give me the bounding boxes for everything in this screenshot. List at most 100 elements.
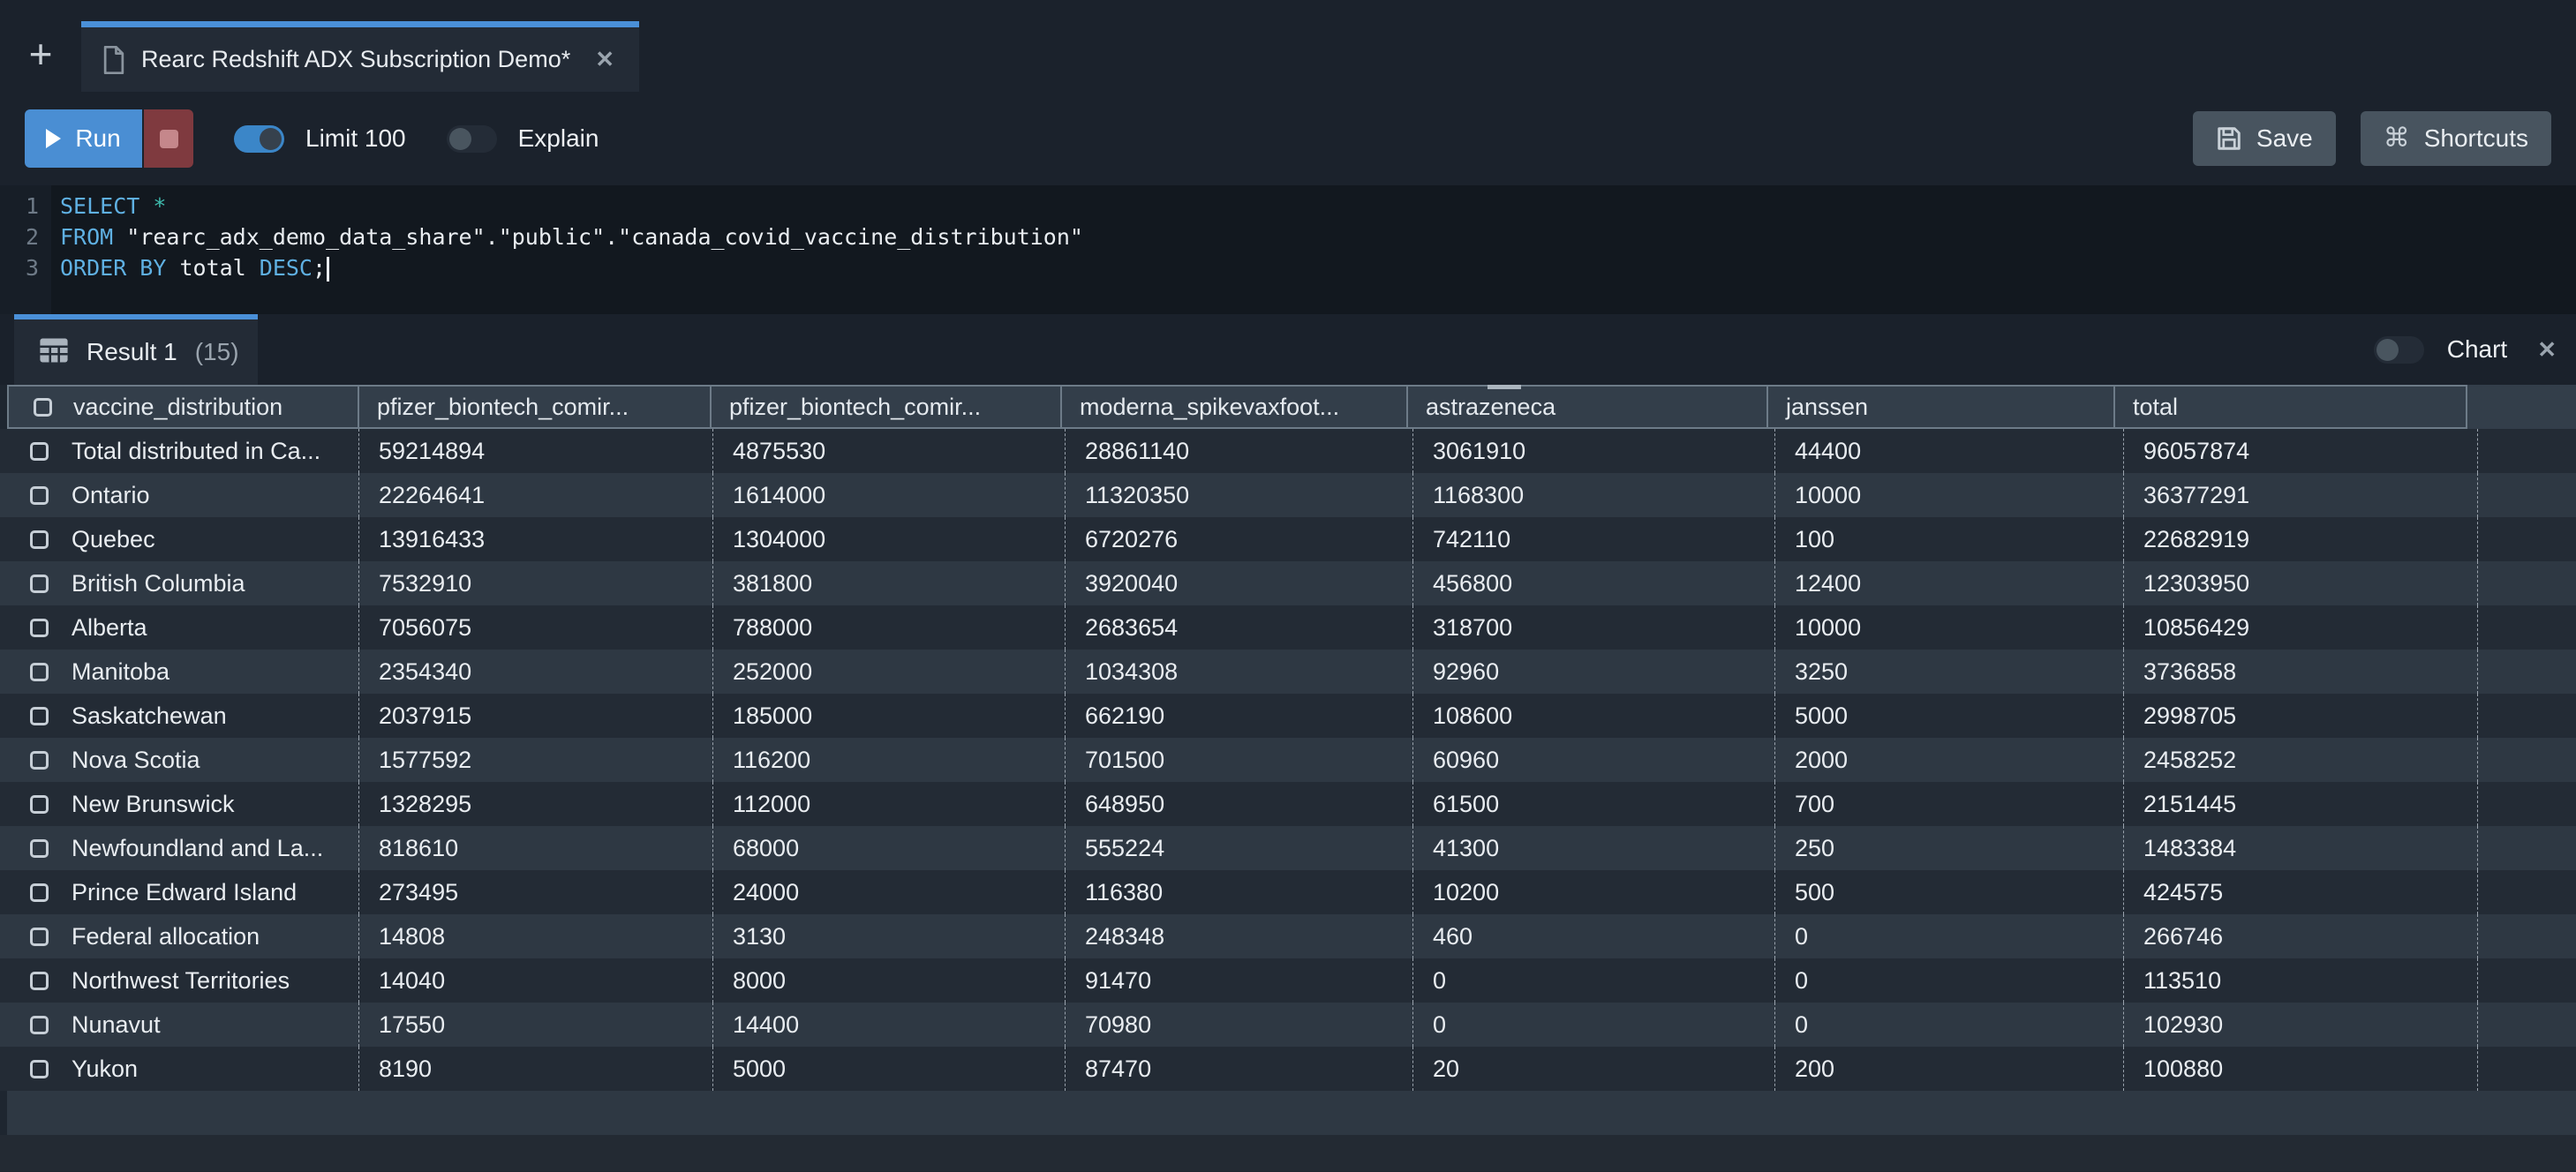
table-cell[interactable]: Nova Scotia <box>7 738 359 782</box>
table-cell[interactable]: 11320350 <box>1066 473 1413 517</box>
table-cell[interactable]: 36377291 <box>2124 473 2478 517</box>
table-cell[interactable]: 102930 <box>2124 1003 2478 1047</box>
table-row[interactable]: Manitoba 2354340 252000 1034308 92960 3250 373… <box>0 650 2576 694</box>
column-header[interactable]: janssen <box>1766 385 2115 429</box>
column-header[interactable]: moderna_spikevaxfoot... <box>1060 385 1408 429</box>
table-cell[interactable]: 41300 <box>1413 826 1775 870</box>
table-cell[interactable]: 14400 <box>713 1003 1066 1047</box>
table-cell[interactable]: 555224 <box>1066 826 1413 870</box>
table-cell[interactable]: 2998705 <box>2124 694 2478 738</box>
stop-button[interactable] <box>144 109 193 168</box>
table-row[interactable]: Saskatchewan 2037915 185000 662190 108600 500… <box>0 694 2576 738</box>
table-cell[interactable]: 92960 <box>1413 650 1775 694</box>
row-checkbox[interactable] <box>30 530 49 549</box>
table-row[interactable]: Federal allocation 14808 3130 248348 460 0 266… <box>0 914 2576 958</box>
chart-toggle[interactable] <box>2373 335 2424 364</box>
table-cell[interactable]: 8190 <box>359 1047 713 1091</box>
save-button[interactable]: Save <box>2192 111 2336 166</box>
table-cell[interactable]: Nunavut <box>7 1003 359 1047</box>
editor-tab[interactable]: Rearc Redshift ADX Subscription Demo* ✕ <box>81 21 639 92</box>
table-cell[interactable]: 100 <box>1775 517 2124 561</box>
table-cell[interactable]: 701500 <box>1066 738 1413 782</box>
row-checkbox[interactable] <box>30 706 49 725</box>
table-cell[interactable]: 17550 <box>359 1003 713 1047</box>
table-cell[interactable]: Total distributed in Ca... <box>7 429 359 473</box>
table-cell[interactable]: 1577592 <box>359 738 713 782</box>
table-row[interactable]: Newfoundland and La... 818610 68000 555224 4… <box>0 826 2576 870</box>
table-cell[interactable]: 460 <box>1413 914 1775 958</box>
table-cell[interactable]: 1328295 <box>359 782 713 826</box>
row-checkbox[interactable] <box>30 618 49 637</box>
table-cell[interactable]: 14040 <box>359 958 713 1003</box>
table-cell[interactable]: 13916433 <box>359 517 713 561</box>
tab-close-icon[interactable]: ✕ <box>595 46 614 72</box>
table-cell[interactable]: 10000 <box>1775 605 2124 650</box>
row-checkbox[interactable] <box>30 574 49 593</box>
table-cell[interactable]: 0 <box>1775 914 2124 958</box>
table-cell[interactable]: 2354340 <box>359 650 713 694</box>
column-header[interactable]: astrazeneca <box>1406 385 1768 429</box>
select-all-checkbox[interactable] <box>34 397 52 417</box>
table-cell[interactable]: Manitoba <box>7 650 359 694</box>
table-cell[interactable]: 273495 <box>359 870 713 914</box>
table-cell[interactable]: British Columbia <box>7 561 359 605</box>
table-cell[interactable]: 22682919 <box>2124 517 2478 561</box>
row-checkbox[interactable] <box>30 883 49 902</box>
row-checkbox[interactable] <box>30 927 49 946</box>
table-row[interactable]: Alberta 7056075 788000 2683654 318700 10000 10… <box>0 605 2576 650</box>
table-cell[interactable]: 3061910 <box>1413 429 1775 473</box>
table-cell[interactable]: 0 <box>1775 1003 2124 1047</box>
table-cell[interactable]: 12303950 <box>2124 561 2478 605</box>
table-cell[interactable]: 59214894 <box>359 429 713 473</box>
table-cell[interactable]: 648950 <box>1066 782 1413 826</box>
row-checkbox[interactable] <box>30 971 49 990</box>
row-checkbox[interactable] <box>30 1059 49 1078</box>
table-cell[interactable]: Prince Edward Island <box>7 870 359 914</box>
new-tab-button[interactable]: + <box>0 0 81 92</box>
row-checkbox[interactable] <box>30 1015 49 1034</box>
table-cell[interactable]: 44400 <box>1775 429 2124 473</box>
table-cell[interactable]: 818610 <box>359 826 713 870</box>
results-close-icon[interactable]: ✕ <box>2537 335 2557 363</box>
column-header[interactable]: pfizer_biontech_comir... <box>358 385 712 429</box>
table-cell[interactable]: 96057874 <box>2124 429 2478 473</box>
table-cell[interactable]: 3130 <box>713 914 1066 958</box>
table-cell[interactable]: Saskatchewan <box>7 694 359 738</box>
table-cell[interactable]: 2000 <box>1775 738 2124 782</box>
table-cell[interactable]: 3920040 <box>1066 561 1413 605</box>
table-cell[interactable]: 3250 <box>1775 650 2124 694</box>
table-row[interactable]: Ontario 22264641 1614000 11320350 1168300 100… <box>0 473 2576 517</box>
run-button[interactable]: Run <box>25 109 142 168</box>
row-checkbox[interactable] <box>30 794 49 814</box>
table-cell[interactable]: 113510 <box>2124 958 2478 1003</box>
result-tab[interactable]: Result 1 (15) <box>14 314 258 385</box>
table-cell[interactable]: Federal allocation <box>7 914 359 958</box>
code-line[interactable]: 3 ORDER BY total DESC; <box>0 252 2576 283</box>
table-cell[interactable]: 1614000 <box>713 473 1066 517</box>
table-cell[interactable]: 70980 <box>1066 1003 1413 1047</box>
shortcuts-button[interactable]: ⌘ Shortcuts <box>2360 111 2551 166</box>
table-cell[interactable]: 61500 <box>1413 782 1775 826</box>
table-cell[interactable]: 116380 <box>1066 870 1413 914</box>
column-header[interactable]: pfizer_biontech_comir... <box>710 385 1062 429</box>
table-cell[interactable]: 5000 <box>713 1047 1066 1091</box>
table-cell[interactable]: 112000 <box>713 782 1066 826</box>
row-checkbox[interactable] <box>30 441 49 461</box>
table-cell[interactable]: 252000 <box>713 650 1066 694</box>
explain-toggle[interactable] <box>446 124 497 153</box>
table-cell[interactable]: 185000 <box>713 694 1066 738</box>
table-cell[interactable]: Northwest Territories <box>7 958 359 1003</box>
table-cell[interactable]: 24000 <box>713 870 1066 914</box>
table-cell[interactable]: 1304000 <box>713 517 1066 561</box>
table-row[interactable]: New Brunswick 1328295 112000 648950 61500 700… <box>0 782 2576 826</box>
table-cell[interactable]: 87470 <box>1066 1047 1413 1091</box>
table-cell[interactable]: 248348 <box>1066 914 1413 958</box>
column-header[interactable]: vaccine_distribution <box>7 385 359 429</box>
table-cell[interactable]: 1034308 <box>1066 650 1413 694</box>
table-row[interactable]: Prince Edward Island 273495 24000 116380 102… <box>0 870 2576 914</box>
table-cell[interactable]: 1483384 <box>2124 826 2478 870</box>
table-cell[interactable]: 2151445 <box>2124 782 2478 826</box>
table-row[interactable]: Nova Scotia 1577592 116200 701500 60960 2000 2… <box>0 738 2576 782</box>
limit-toggle[interactable] <box>234 124 284 153</box>
table-cell[interactable]: 12400 <box>1775 561 2124 605</box>
